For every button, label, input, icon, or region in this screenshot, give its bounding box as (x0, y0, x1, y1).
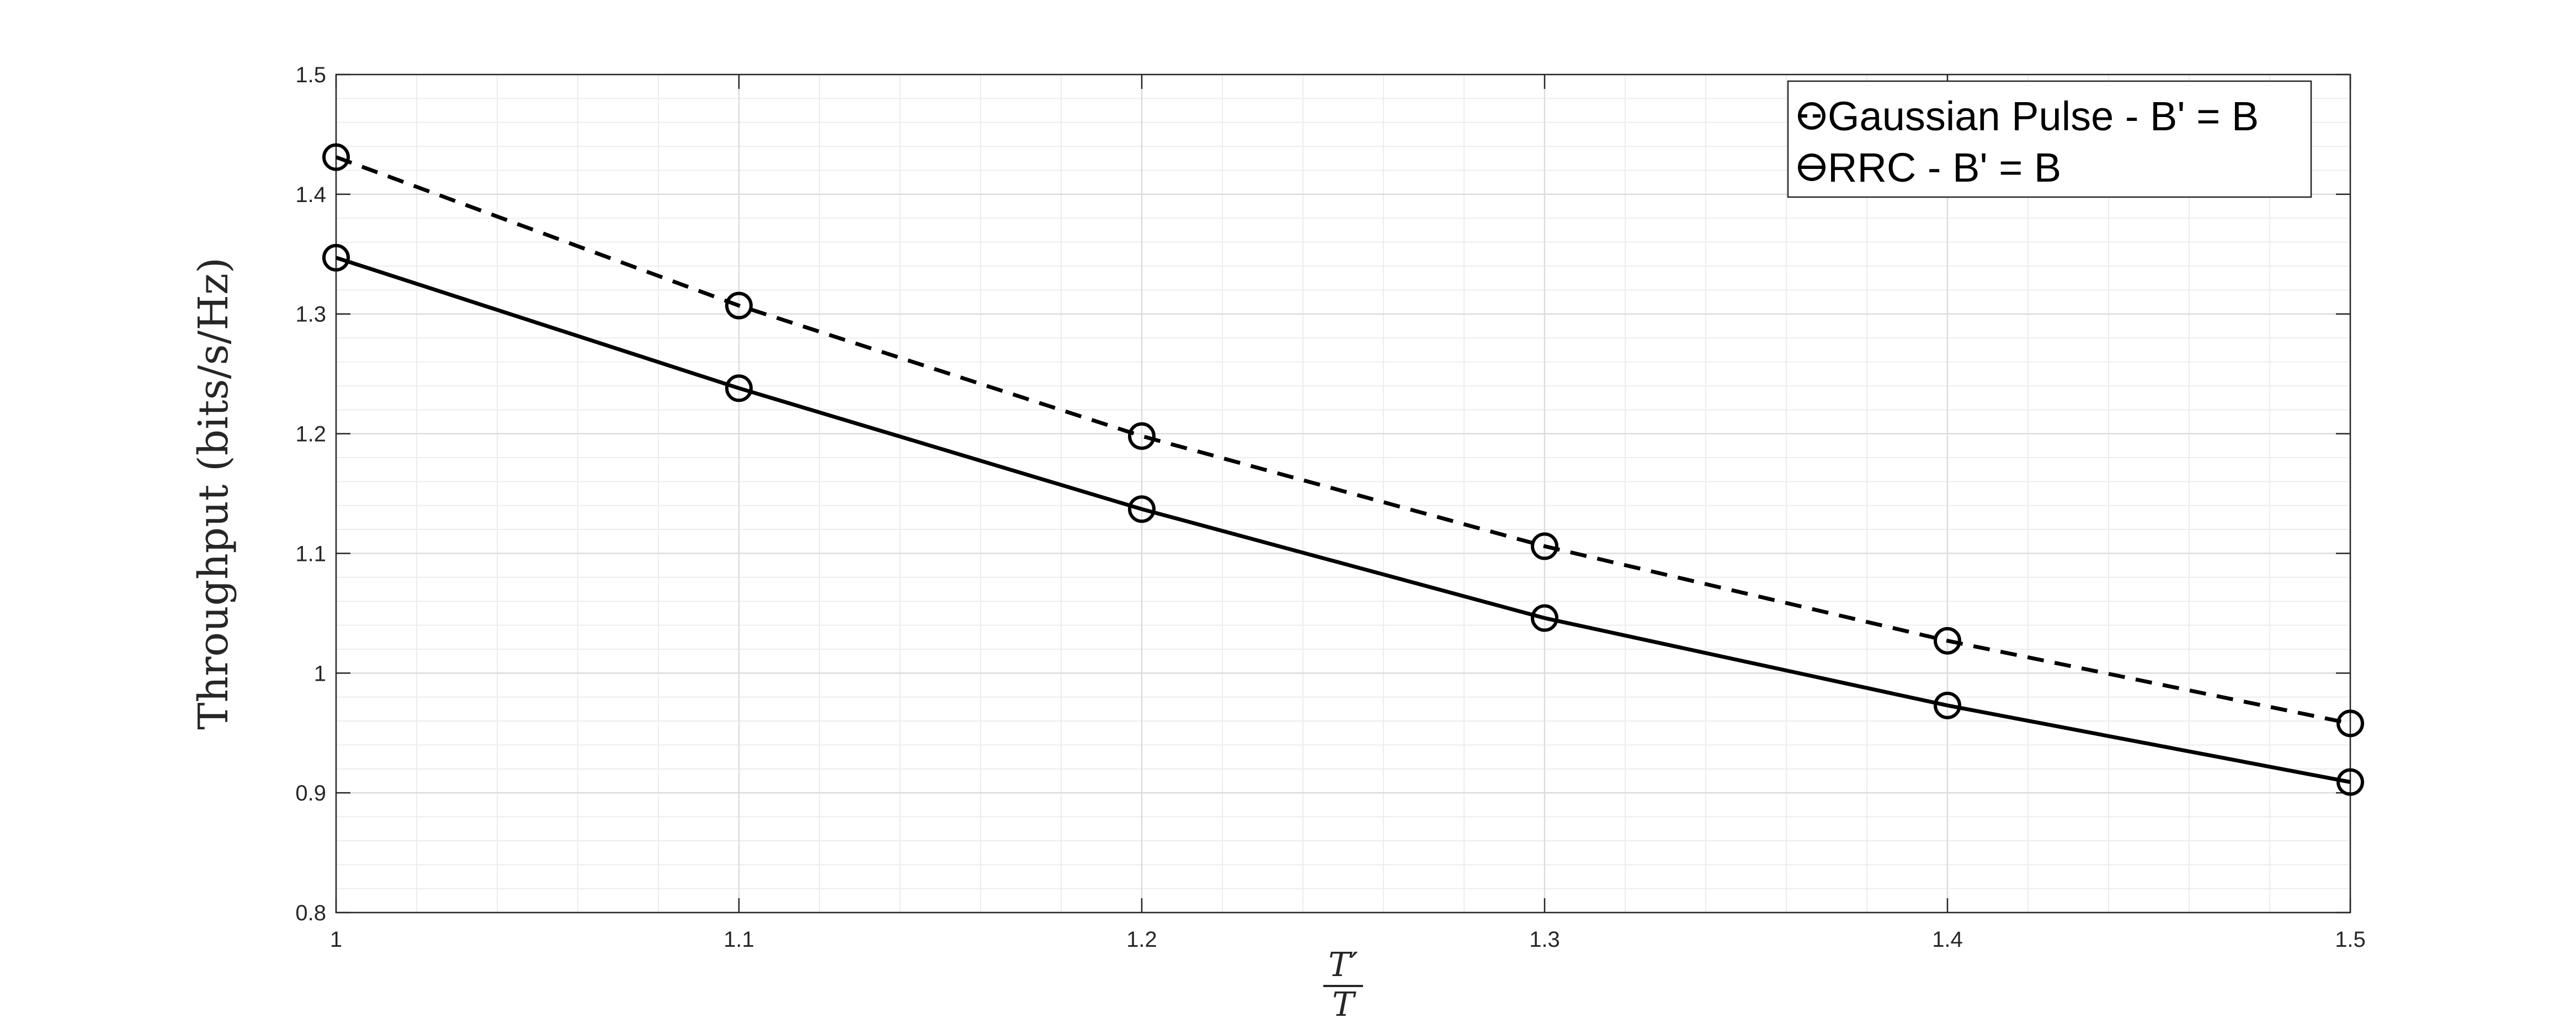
y-tick-label: 1.3 (295, 303, 326, 327)
legend-label-gaussian: Gaussian Pulse - B' = B (1828, 93, 2259, 139)
legend-entry-rrc: RRC - B' = B (1798, 145, 2061, 190)
x-axis-label-denominator: T (1332, 985, 1356, 1018)
y-tick-label: 0.9 (295, 781, 326, 805)
x-tick-label: 1.4 (1932, 927, 1963, 952)
data-point-gaussian (1128, 422, 1156, 450)
x-tick-label: 1.3 (1529, 927, 1560, 952)
y-axis-label: Throughput (bits/s/Hz) (190, 257, 237, 730)
y-tick-label: 1 (314, 661, 326, 686)
data-point-rrc (322, 243, 350, 272)
x-tick-labels: 1 1.1 1.2 1.3 1.4 1.5 (330, 927, 2366, 952)
y-tick-label: 0.8 (295, 901, 326, 925)
legend-box (1787, 80, 2312, 198)
y-tick-label: 1.5 (295, 63, 326, 87)
y-tick-label: 1.2 (295, 422, 326, 447)
series-layer (322, 143, 2364, 796)
x-axis-label: T′ T (1323, 946, 1363, 1018)
legend-entry-gaussian: Gaussian Pulse - B' = B (1798, 93, 2259, 139)
x-tick-label: 1.1 (723, 927, 754, 952)
x-tick-label: 1.5 (2335, 927, 2366, 952)
legend: Gaussian Pulse - B' = B RRC - B' = B (1787, 80, 2312, 198)
plot-background (336, 75, 2350, 913)
x-tick-label: 1 (330, 927, 342, 952)
data-point-gaussian (322, 143, 350, 171)
y-tick-labels: 0.8 0.9 1 1.1 1.2 1.3 1.4 1.5 (295, 63, 326, 925)
data-point-rrc (1934, 691, 1961, 719)
data-point-gaussian (725, 291, 753, 320)
series-line-rrc (335, 256, 2351, 784)
axis-ticks (335, 73, 2351, 914)
data-point-rrc (1128, 495, 1156, 523)
data-point-rrc (2337, 768, 2364, 796)
data-point-rrc (725, 374, 753, 402)
data-point-gaussian (2337, 709, 2364, 738)
data-point-rrc (1531, 604, 1558, 632)
x-tick-label: 1.2 (1126, 927, 1157, 952)
data-point-gaussian (1934, 627, 1961, 655)
x-axis-label-numerator: T′ (1328, 946, 1358, 984)
plot-frame (335, 73, 2351, 914)
y-tick-label: 1.1 (295, 542, 326, 566)
y-tick-label: 1.4 (295, 183, 326, 207)
series-line-gaussian (335, 155, 2351, 725)
legend-label-rrc: RRC - B' = B (1828, 145, 2061, 190)
data-point-gaussian (1531, 532, 1558, 560)
